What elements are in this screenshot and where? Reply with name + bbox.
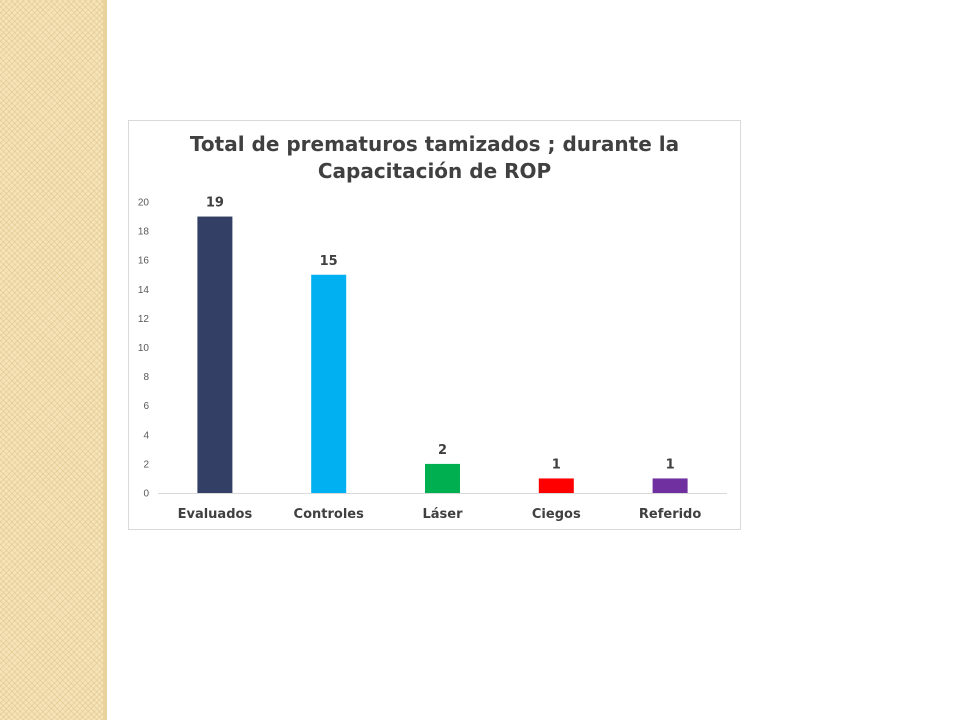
data-label: 2 [438,443,447,458]
x-tick-label: Ciegos [532,507,581,522]
y-tick-label: 0 [143,489,149,500]
bar-ciegos [538,478,574,493]
chart-title-line-2: Capacitación de ROP [317,159,552,183]
chart-title: Total de prematuros tamizados ; durante … [129,131,740,185]
y-tick-label: 4 [143,430,149,441]
data-label: 1 [552,457,561,472]
bar-lser [425,463,460,493]
y-tick-label: 16 [138,256,150,267]
data-label: 19 [206,196,224,211]
y-tick-label: 12 [138,314,150,325]
data-label: 15 [320,254,338,269]
y-tick-label: 2 [143,459,149,470]
bar-controles [311,274,347,493]
data-label: 1 [666,457,675,472]
decorative-side-band [0,0,103,720]
bar-referido [652,478,688,493]
chart-container: Total de prematuros tamizados ; durante … [128,120,741,530]
x-tick-label: Evaluados [178,507,253,522]
chart-title-line-1: Total de prematuros tamizados ; durante … [189,132,680,156]
y-tick-label: 18 [138,227,150,238]
y-tick-label: 8 [143,372,149,383]
y-tick-label: 14 [138,285,150,296]
x-tick-label: Controles [294,507,365,522]
bar-evaluados [197,216,233,494]
side-band-edge [103,0,107,720]
bar-chart-plot: 0 2 4 6 8 10 12 14 16 18 20 19 Evaluados 15 Controles 2… [138,196,727,522]
y-tick-label: 20 [138,198,150,209]
x-tick-label: Láser [422,507,463,522]
y-tick-label: 6 [143,401,149,412]
x-tick-label: Referido [639,507,701,522]
y-tick-label: 10 [138,343,150,354]
